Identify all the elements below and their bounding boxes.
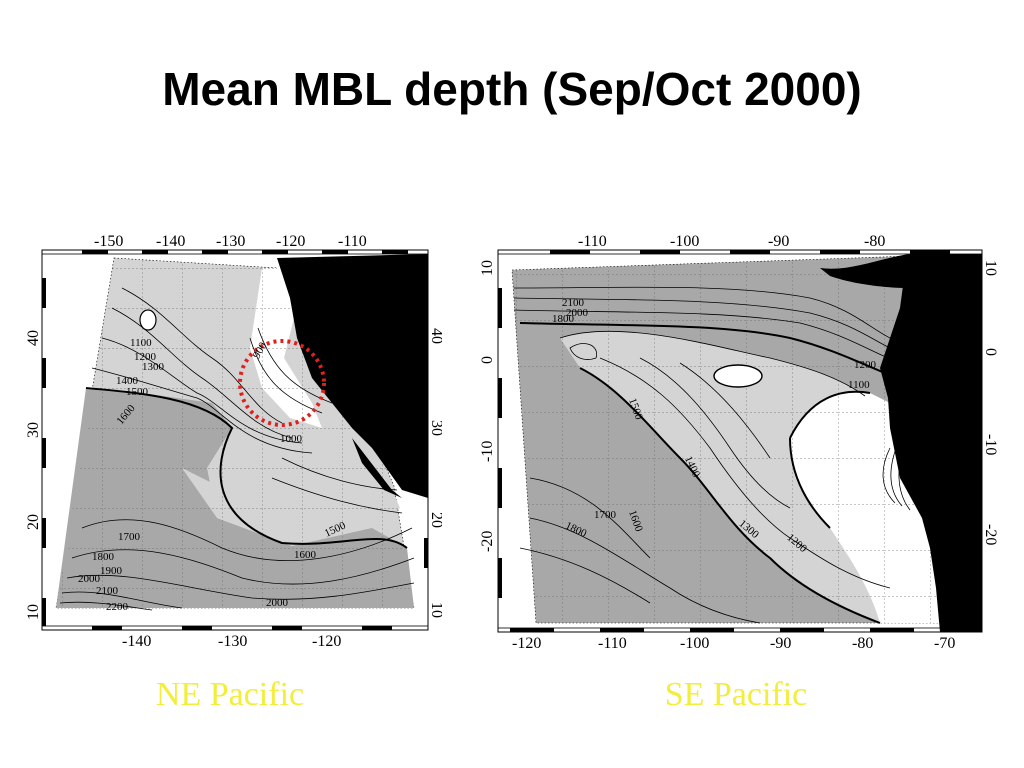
contour-label: 2100 [96, 585, 119, 597]
contour-label: 2000 [78, 573, 101, 585]
lat-label: -10 [479, 441, 496, 462]
se-pacific-caption: SE Pacific [664, 676, 808, 713]
contour-label: 1500 [126, 386, 149, 398]
se-pacific-map: 2100 2000 1800 1500 1400 1300 1200 1700 … [470, 228, 1004, 673]
contour-label: 1800 [552, 313, 575, 325]
contour-label: 1200 [854, 359, 877, 371]
contour-label: 1400 [116, 375, 139, 387]
bottom-lon-labels: -140 -130 -120 [122, 633, 341, 650]
contour-label: 1700 [118, 531, 141, 543]
contour-label: 2000 [566, 307, 589, 319]
land-north-america [277, 254, 428, 498]
land-central-america [820, 254, 910, 288]
left-lat-labels: 10 0 -10 -20 [479, 260, 496, 552]
lon-label: -90 [770, 635, 791, 652]
lon-label: -90 [768, 233, 789, 250]
lat-label: 40 [25, 330, 42, 346]
lon-label: -120 [512, 635, 541, 652]
land-south-america [880, 254, 982, 632]
lon-label: -130 [218, 633, 247, 648]
lat-label: 40 [428, 328, 442, 344]
lon-label: -130 [216, 233, 245, 250]
slide-title: Mean MBL depth (Sep/Oct 2000) [162, 63, 862, 115]
lat-label: 10 [428, 602, 442, 618]
bottom-lon-labels: -120 -110 -100 -90 -80 -70 [512, 635, 955, 652]
contour-label: 1700 [594, 509, 617, 521]
contour-label: 2100 [562, 297, 585, 309]
lon-label: -120 [276, 233, 305, 250]
lat-label: 0 [479, 356, 496, 364]
lat-label: -20 [982, 524, 999, 545]
contour-label: 1100 [848, 379, 870, 391]
lat-label: 20 [25, 514, 42, 530]
ne-pacific-map: 1100 1200 1300 1400 1500 1600 900 1000 1… [22, 228, 445, 653]
contour-label: 2200 [106, 601, 129, 613]
contour-label: 1100 [130, 337, 152, 349]
lon-label: -140 [122, 633, 151, 648]
left-lat-labels: 40 30 20 10 [25, 330, 42, 620]
lon-label: -80 [864, 233, 885, 250]
lon-label: -110 [338, 233, 367, 250]
ne-pacific-caption: NE Pacific [155, 676, 305, 713]
lat-label: -20 [479, 531, 496, 552]
contour-labels: 1100 1200 1300 1400 1500 1600 900 1000 1… [78, 337, 348, 613]
lon-label: -140 [156, 233, 185, 250]
lat-label: 0 [982, 348, 999, 356]
lat-label: 10 [982, 260, 999, 276]
lat-label: 30 [428, 420, 442, 436]
contour-label: 1600 [294, 549, 317, 561]
lon-label: -70 [934, 635, 955, 652]
contour-high-pocket [139, 309, 157, 331]
lon-label: -80 [852, 635, 873, 652]
contour-lines [513, 286, 911, 624]
top-lon-labels: -110 -100 -90 -80 [578, 233, 885, 250]
lat-label: 30 [25, 422, 42, 438]
lon-label: -120 [312, 633, 341, 648]
contour-lines [59, 287, 415, 611]
contour-label: 2000 [266, 597, 289, 609]
right-lat-labels: 40 30 20 10 [428, 328, 445, 618]
contour-high-pocket [713, 364, 763, 388]
contour-label: 1900 [100, 565, 123, 577]
lon-label: -150 [94, 233, 123, 250]
lat-label: -10 [982, 434, 999, 455]
contour-label: 1200 [134, 351, 157, 363]
contour-label: 1800 [92, 551, 115, 563]
lat-label: 20 [428, 512, 442, 528]
right-lat-labels: 10 0 -10 -20 [982, 260, 999, 545]
lon-label: -100 [670, 233, 699, 250]
lon-label: -100 [680, 635, 709, 652]
contour-label: 1300 [142, 361, 165, 373]
lon-label: -110 [578, 233, 607, 250]
lat-label: 10 [25, 604, 42, 620]
lon-label: -110 [598, 635, 627, 652]
lat-label: 10 [479, 260, 496, 276]
contour-closed-loop [569, 343, 598, 360]
contour-label: 1000 [280, 433, 303, 445]
highlight-circle [238, 339, 326, 427]
top-lon-labels: -150 -140 -130 -120 -110 [94, 233, 367, 250]
